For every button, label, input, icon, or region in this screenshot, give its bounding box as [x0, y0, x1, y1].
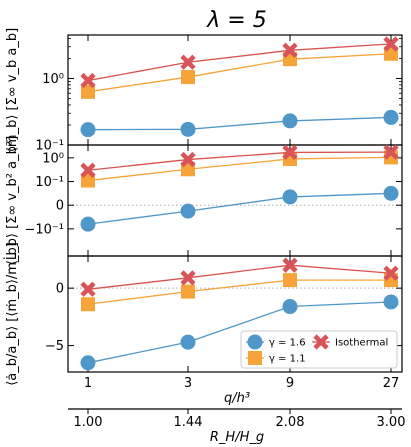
data-point: [383, 294, 399, 310]
data-point: [383, 265, 399, 281]
marker-stroke: [80, 162, 96, 178]
panel-frame: [67, 255, 403, 373]
x-tick-label: 27: [383, 376, 400, 391]
data-point: [80, 72, 96, 89]
data-point: [283, 273, 297, 288]
marker-stroke: [180, 54, 196, 70]
series-line: [87, 151, 392, 171]
y-tick-label: −5: [45, 339, 64, 354]
data-point: [180, 270, 196, 286]
x-axis-label: q/h³: [224, 391, 250, 406]
data-point: [180, 151, 196, 168]
data-point: [282, 299, 298, 315]
y-tick-label: 10⁻¹: [35, 175, 64, 190]
series-line: [87, 53, 392, 93]
legend-marker: [247, 334, 263, 350]
legend-label: γ = 1.1: [269, 354, 306, 365]
data-point: [282, 144, 298, 161]
data-point: [282, 189, 298, 205]
secondary-x-axis-label: R_H/H_g: [210, 430, 264, 445]
data-point: [383, 109, 399, 125]
legend-box: [240, 330, 398, 369]
series-line: [87, 264, 392, 290]
data-point: [80, 281, 96, 297]
y-tick-label: 0: [56, 199, 64, 214]
data-point: [81, 297, 95, 312]
marker-stroke: [383, 265, 399, 281]
series-line: [87, 279, 391, 305]
marker-stroke: [282, 144, 298, 161]
y-axis-label: ⟨ȧ_b/a_b⟩ [⟨ṁ_b⟩/m_b]: [5, 242, 20, 386]
panel-frame: [67, 34, 403, 146]
series-line: [87, 156, 392, 182]
chart-title: λ = 5: [206, 8, 266, 33]
data-point: [180, 203, 196, 219]
legend-marker: [248, 351, 262, 365]
data-point: [383, 144, 399, 160]
y-tick-label: 10⁰: [42, 151, 64, 166]
data-point: [181, 70, 195, 85]
x-tick-label: 9: [286, 376, 294, 391]
legend-marker: [313, 334, 329, 350]
data-point: [80, 216, 96, 232]
marker-stroke: [80, 72, 96, 89]
secondary-x-tick-label: 1.44: [174, 415, 203, 430]
x-tick-label: 3: [184, 376, 192, 391]
data-point: [383, 36, 399, 52]
y-tick-label: 10⁻¹: [35, 139, 64, 154]
marker-stroke: [313, 334, 329, 350]
series-line: [87, 301, 392, 364]
data-point: [383, 185, 399, 201]
data-point: [282, 42, 298, 58]
legend-label: Isothermal: [335, 338, 388, 349]
x-tick-label: 1: [84, 376, 92, 391]
data-point: [180, 54, 196, 70]
secondary-x-tick-label: 1.00: [74, 415, 103, 430]
legend: γ = 1.6 γ = 1.1 Isothermal: [240, 330, 398, 369]
marker-stroke: [180, 151, 196, 168]
y-axis-label: ⟨ṁ_b⟩ [Σ∞ v_b a_b]: [5, 28, 20, 152]
marker-stroke: [383, 36, 399, 52]
marker-stroke: [282, 257, 298, 273]
data-point: [180, 334, 196, 350]
marker-stroke: [80, 281, 96, 297]
series-line: [87, 192, 392, 225]
y-tick-label: 0: [56, 282, 64, 297]
data-point: [181, 284, 195, 299]
legend-label: γ = 1.6: [269, 338, 306, 349]
panel-frame: [67, 144, 403, 257]
marker-stroke: [282, 42, 298, 58]
data-point: [282, 113, 298, 129]
data-point: [81, 84, 95, 99]
series-line: [87, 116, 392, 131]
data-point: [80, 122, 96, 138]
y-axis-label: ⟨L̇_b⟩ [Σ∞ v_b² a_b²]: [5, 136, 20, 265]
secondary-x-tick-label: 3.00: [377, 415, 406, 430]
data-point: [80, 355, 96, 371]
series-line: [87, 43, 392, 82]
data-point: [80, 162, 96, 178]
data-point: [180, 121, 196, 137]
marker-stroke: [180, 270, 196, 286]
secondary-x-tick-label: 2.08: [276, 415, 305, 430]
data-point: [282, 257, 298, 273]
data-point: [81, 173, 95, 188]
y-tick-label: −10⁻¹: [24, 222, 64, 237]
y-tick-label: 10⁰: [42, 72, 64, 87]
marker-stroke: [383, 144, 399, 160]
